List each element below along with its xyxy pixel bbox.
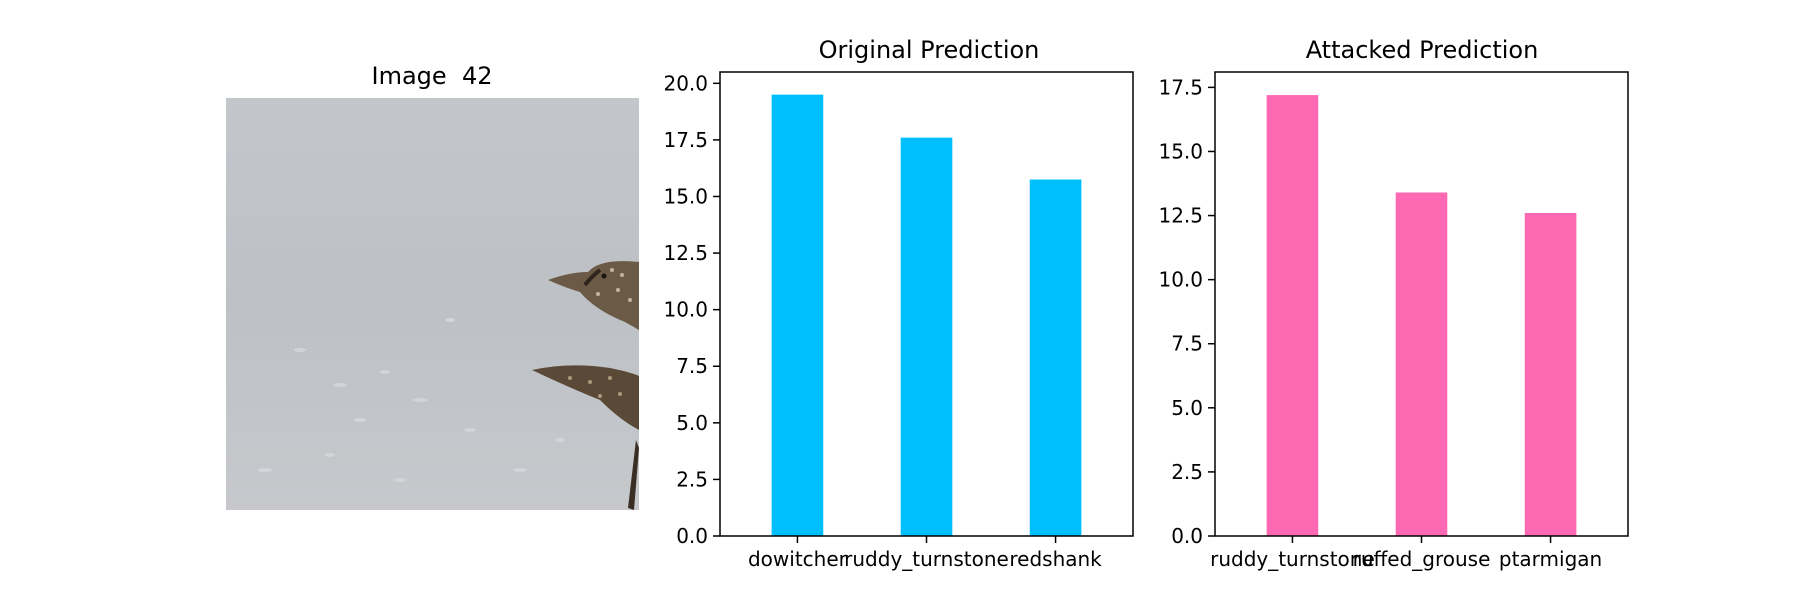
bird-photo: [226, 98, 639, 510]
y-tick-label: 2.5: [1171, 460, 1203, 484]
y-tick-label: 2.5: [676, 467, 708, 491]
y-tick-label: 0.0: [1171, 524, 1203, 548]
plot-frame: [719, 71, 1134, 537]
bar-dowitcher: [771, 94, 824, 536]
bar-ruddy_turnstone: [900, 137, 953, 536]
chart-title: Attacked Prediction: [1306, 36, 1539, 64]
y-tick-label: 5.0: [676, 411, 708, 435]
x-tick-label: ruffed_grouse: [1353, 547, 1491, 571]
x-tick-label: ruddy_turnstone: [1210, 547, 1375, 571]
bar-ruddy_turnstone: [1266, 95, 1319, 536]
y-tick-label: 0.0: [676, 524, 708, 548]
y-tick-label: 17.5: [663, 128, 708, 152]
x-tick-label: ruddy_turnstone: [844, 547, 1009, 571]
y-tick-label: 15.0: [1158, 139, 1203, 163]
original-prediction-chart: Original Prediction 0.0 2.5 5.0 7.5 10.0 12.5…: [663, 36, 1134, 571]
chart-title: Original Prediction: [819, 36, 1040, 64]
y-tick-label: 5.0: [1171, 396, 1203, 420]
plot-frame: [1214, 71, 1629, 537]
image-panel: Image 42: [226, 62, 639, 510]
x-tick-label: dowitcher: [748, 547, 848, 571]
bar-ptarmigan: [1524, 212, 1577, 536]
bar-ruffed_grouse: [1395, 192, 1448, 536]
y-tick-label: 12.5: [1158, 204, 1203, 228]
y-tick-label: 15.0: [663, 184, 708, 208]
y-tick-label: 17.5: [1158, 75, 1203, 99]
bird-shape: [532, 261, 639, 510]
y-tick-label: 10.0: [663, 298, 708, 322]
y-tick-label: 20.0: [663, 71, 708, 95]
y-tick-label: 12.5: [663, 241, 708, 265]
y-tick-label: 7.5: [676, 354, 708, 378]
y-tick-label: 10.0: [1158, 268, 1203, 292]
image-title: Image 42: [372, 62, 493, 90]
x-tick-label: ptarmigan: [1499, 547, 1602, 571]
y-tick-label: 7.5: [1171, 332, 1203, 356]
bar-redshank: [1029, 179, 1082, 536]
attacked-prediction-chart: Attacked Prediction 0.0 2.5 5.0 7.5 10.0 12.5…: [1158, 36, 1629, 571]
x-tick-label: redshank: [1009, 547, 1102, 571]
